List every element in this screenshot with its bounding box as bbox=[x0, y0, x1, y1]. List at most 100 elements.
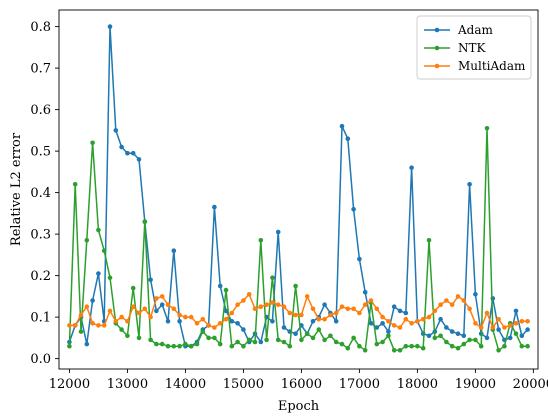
data-point bbox=[171, 306, 177, 312]
data-point bbox=[206, 335, 211, 341]
data-point bbox=[432, 335, 438, 341]
data-point bbox=[223, 308, 229, 314]
data-point bbox=[96, 323, 101, 328]
data-point bbox=[420, 316, 426, 322]
data-point bbox=[444, 339, 449, 345]
data-point bbox=[368, 298, 374, 303]
data-point bbox=[200, 316, 206, 322]
data-point bbox=[113, 128, 119, 133]
data-point bbox=[90, 321, 95, 326]
data-point bbox=[484, 310, 490, 316]
data-point bbox=[513, 321, 519, 326]
data-point bbox=[130, 285, 136, 291]
data-point bbox=[78, 329, 84, 334]
y-tick-label: 0.7 bbox=[30, 62, 51, 77]
data-point bbox=[293, 331, 298, 337]
data-point bbox=[101, 248, 107, 253]
data-point bbox=[374, 306, 380, 312]
data-point bbox=[473, 292, 478, 297]
data-point bbox=[119, 144, 124, 150]
data-point bbox=[397, 325, 403, 330]
data-point bbox=[322, 302, 327, 308]
legend-swatch-marker bbox=[434, 27, 440, 33]
data-point bbox=[287, 310, 293, 316]
data-point bbox=[415, 343, 420, 349]
data-point bbox=[496, 348, 501, 353]
data-point bbox=[270, 275, 275, 281]
data-point bbox=[357, 310, 362, 316]
data-point bbox=[171, 343, 177, 349]
data-point bbox=[217, 321, 223, 326]
y-tick-label: 0.3 bbox=[30, 228, 51, 243]
data-point bbox=[467, 182, 472, 187]
data-point bbox=[357, 256, 362, 262]
data-point bbox=[136, 157, 142, 162]
x-tick-label: 12000 bbox=[49, 377, 90, 392]
data-point bbox=[293, 312, 298, 318]
data-point bbox=[345, 345, 351, 351]
data-point bbox=[362, 348, 368, 353]
data-point bbox=[490, 325, 496, 330]
data-point bbox=[235, 339, 240, 345]
data-point bbox=[484, 126, 490, 131]
data-point bbox=[328, 333, 333, 339]
data-point bbox=[409, 165, 414, 170]
data-point bbox=[275, 229, 281, 235]
data-point bbox=[299, 312, 304, 318]
data-point bbox=[264, 302, 269, 308]
data-point bbox=[229, 343, 235, 349]
data-point bbox=[409, 321, 414, 326]
data-point bbox=[339, 123, 345, 129]
data-point bbox=[252, 306, 258, 312]
data-point bbox=[188, 343, 194, 349]
data-point bbox=[426, 333, 432, 339]
data-point bbox=[438, 333, 443, 339]
y-tick-label: 0.8 bbox=[30, 20, 51, 35]
data-point bbox=[281, 304, 287, 310]
data-point bbox=[391, 304, 397, 310]
data-point bbox=[519, 343, 525, 349]
data-point bbox=[449, 302, 455, 308]
data-point bbox=[148, 277, 153, 283]
y-tick-label: 0.0 bbox=[30, 352, 51, 367]
data-point bbox=[444, 298, 449, 303]
data-point bbox=[362, 302, 368, 308]
y-tick-label: 0.1 bbox=[30, 311, 51, 326]
data-point bbox=[304, 294, 310, 299]
y-tick-label: 0.2 bbox=[30, 269, 51, 284]
data-point bbox=[380, 339, 385, 345]
data-point bbox=[90, 140, 95, 146]
data-point bbox=[165, 302, 171, 308]
data-point bbox=[304, 331, 310, 337]
plot-frame bbox=[58, 9, 539, 370]
data-point bbox=[478, 343, 484, 349]
data-point bbox=[502, 325, 507, 330]
data-point bbox=[177, 319, 182, 324]
data-point bbox=[345, 306, 351, 312]
data-point bbox=[386, 333, 391, 339]
x-tick-label: 16000 bbox=[281, 377, 322, 392]
data-point bbox=[473, 337, 478, 343]
x-tick-label: 18000 bbox=[397, 377, 438, 392]
data-point bbox=[194, 321, 200, 326]
data-point bbox=[380, 314, 385, 320]
data-point bbox=[107, 24, 113, 29]
data-point bbox=[316, 327, 322, 332]
data-point bbox=[101, 323, 107, 328]
data-point bbox=[90, 298, 95, 303]
data-point bbox=[159, 294, 165, 299]
data-point bbox=[119, 327, 124, 332]
data-point bbox=[525, 327, 530, 332]
data-point bbox=[113, 319, 119, 324]
data-point bbox=[420, 345, 426, 351]
data-point bbox=[513, 308, 519, 314]
data-point bbox=[78, 312, 84, 318]
data-point bbox=[449, 329, 455, 334]
data-point bbox=[391, 348, 397, 353]
data-point bbox=[246, 292, 252, 297]
data-point bbox=[293, 283, 298, 289]
data-point bbox=[241, 327, 246, 332]
data-point bbox=[142, 306, 148, 312]
legend-label: Adam bbox=[457, 23, 494, 37]
